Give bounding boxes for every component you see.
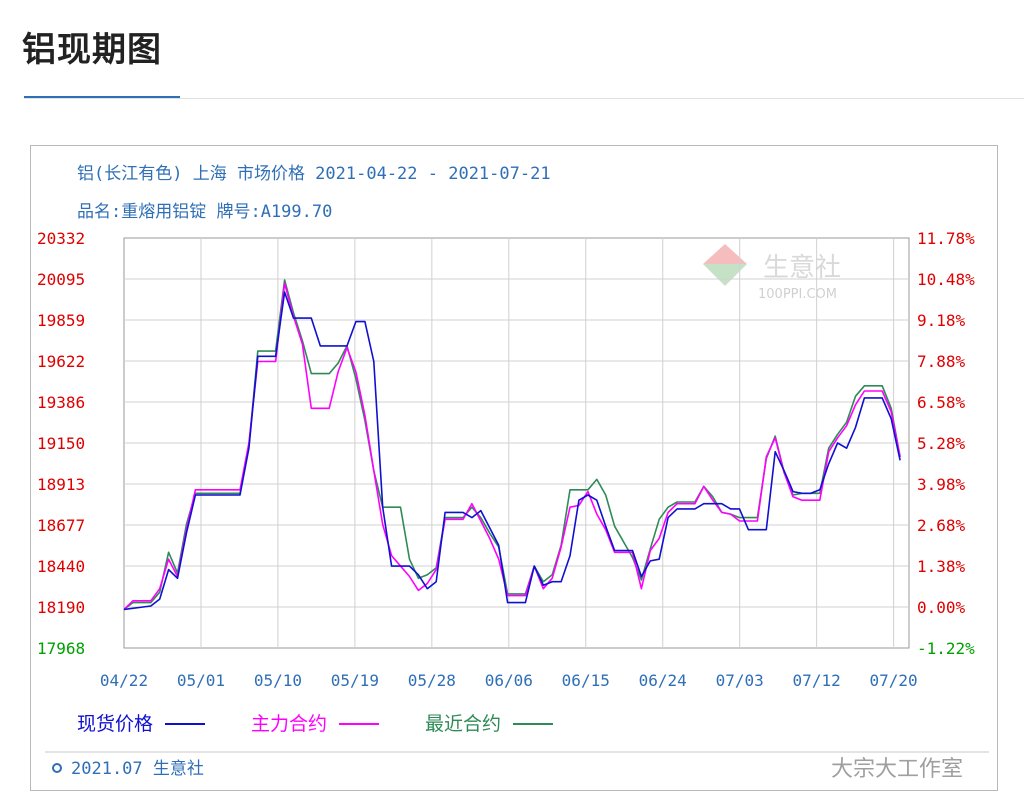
- y-right-tick-label: 6.58%: [917, 393, 966, 412]
- y-right-tick-label: 7.88%: [917, 352, 966, 371]
- x-tick-label: 07/12: [793, 671, 841, 690]
- y-left-tick-label: 18677: [37, 516, 85, 535]
- legend-label-spot: 现货价格: [77, 713, 153, 735]
- series-line-spot: [123, 291, 901, 611]
- series-line-recent: [123, 279, 901, 611]
- chart-title-line2: 品名:重熔用铝锭 牌号:A199.70: [77, 202, 332, 222]
- y-right-tick-label: 9.18%: [917, 311, 966, 330]
- y-left-tick-label: 17968: [37, 639, 85, 658]
- y-axis-right: 11.78% 10.48% 9.18% 7.88% 6.58% 5.28% 3.98% 2.6…: [917, 229, 975, 658]
- x-tick-label: 05/01: [177, 671, 225, 690]
- watermark-logo: 生意社 100PPI.COM: [703, 244, 841, 302]
- watermark-overlay: 大宗大工作室: [831, 757, 963, 782]
- y-right-tick-label: -1.22%: [917, 639, 975, 658]
- y-right-tick-label: 0.00%: [917, 598, 966, 617]
- grid: [123, 237, 910, 649]
- watermark-url: 100PPI.COM: [758, 287, 837, 302]
- series-layer: [123, 279, 901, 611]
- x-axis: 04/22 05/01 05/10 05/19 05/28 06/06 06/15 06/24…: [100, 671, 918, 690]
- x-tick-label: 06/15: [562, 671, 610, 690]
- y-left-tick-label: 20095: [37, 270, 85, 289]
- header-divider: [24, 98, 1024, 99]
- x-tick-label: 04/22: [100, 671, 148, 690]
- y-left-tick-label: 18190: [37, 598, 85, 617]
- y-left-tick-label: 19622: [37, 352, 85, 371]
- series-line-main: [123, 282, 901, 611]
- page-title: 铝现期图: [22, 30, 162, 70]
- watermark-logo-icon-lower: [703, 264, 747, 286]
- x-tick-label: 07/03: [716, 671, 764, 690]
- y-left-tick-label: 19150: [37, 434, 85, 453]
- y-axis-left: 20332 20095 19859 19622 19386 19150 18913 18677…: [37, 229, 85, 658]
- title-underline: [24, 96, 180, 99]
- x-tick-label: 06/06: [485, 671, 533, 690]
- y-left-tick-label: 19386: [37, 393, 85, 412]
- copyright-icon: [52, 763, 62, 773]
- x-tick-label: 05/10: [254, 671, 302, 690]
- y-left-tick-label: 18913: [37, 475, 85, 494]
- y-left-tick-label: 18440: [37, 557, 85, 576]
- chart-title-line1: 铝(长江有色) 上海 市场价格 2021-04-22 - 2021-07-21: [77, 164, 551, 184]
- chart-frame: 铝(长江有色) 上海 市场价格 2021-04-22 - 2021-07-21 …: [30, 145, 998, 791]
- legend-label-recent: 最近合约: [425, 713, 501, 735]
- chart-svg: 铝(长江有色) 上海 市场价格 2021-04-22 - 2021-07-21 …: [37, 164, 989, 782]
- x-tick-label: 06/24: [639, 671, 687, 690]
- legend: 现货价格 主力合约 最近合约: [77, 713, 553, 735]
- x-tick-label: 05/28: [408, 671, 456, 690]
- y-right-tick-label: 11.78%: [917, 229, 975, 248]
- y-right-tick-label: 1.38%: [917, 557, 966, 576]
- x-tick-label: 05/19: [331, 671, 379, 690]
- y-right-tick-label: 3.98%: [917, 475, 966, 494]
- footer-copyright: 2021.07 生意社: [71, 759, 204, 779]
- y-right-tick-label: 5.28%: [917, 434, 966, 453]
- y-right-tick-label: 2.68%: [917, 516, 966, 535]
- y-right-tick-label: 10.48%: [917, 270, 975, 289]
- x-tick-label: 07/20: [870, 671, 918, 690]
- y-left-tick-label: 20332: [37, 229, 85, 248]
- y-left-tick-label: 19859: [37, 311, 85, 330]
- legend-label-main: 主力合约: [251, 713, 327, 735]
- watermark-brand: 生意社: [763, 253, 841, 283]
